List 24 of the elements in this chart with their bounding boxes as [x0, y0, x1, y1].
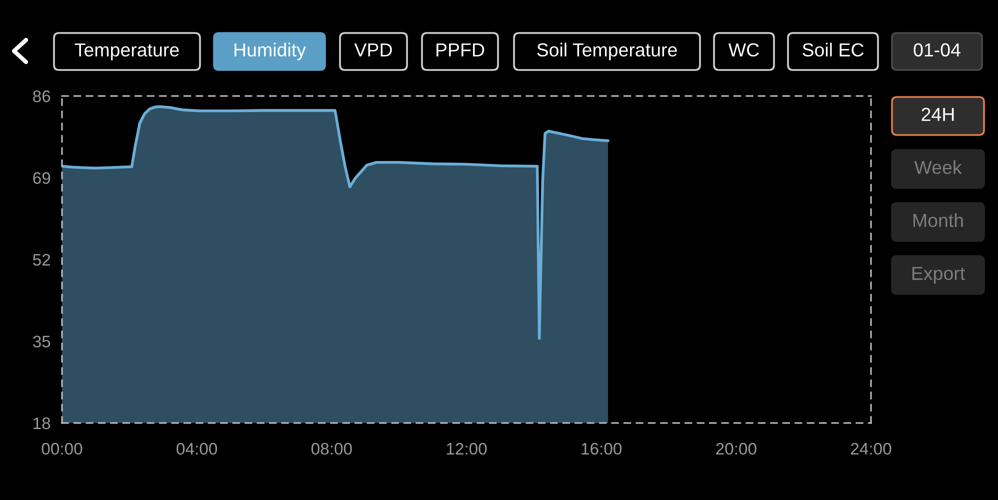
x-tick-label: 16:00	[582, 442, 622, 455]
text: Soil Temperature	[537, 42, 677, 60]
text: Soil EC	[802, 42, 864, 57]
y-tick-label: 69	[33, 172, 50, 184]
y-tick-label: 86	[33, 90, 50, 102]
x-tick-label: 00:00	[42, 442, 82, 455]
text: 01-04	[914, 43, 960, 57]
text: 24H	[922, 108, 954, 121]
text: Week	[914, 160, 962, 174]
x-tick-label: 04:00	[176, 442, 218, 455]
text: Month	[913, 213, 963, 228]
x-tick-label: 20:00	[716, 442, 756, 455]
text: Temperature	[74, 43, 179, 60]
y-tick-label: 52	[33, 254, 50, 266]
x-tick-label: 12:00	[446, 442, 487, 455]
text: PPFD	[436, 43, 484, 56]
text: Export	[912, 266, 965, 284]
y-tick-label: 35	[32, 336, 50, 348]
y-tick-label: 18	[34, 417, 50, 430]
text: Humidity	[234, 42, 306, 60]
x-tick-label: 24:00	[850, 442, 892, 455]
text: VPD	[354, 43, 392, 56]
text: WC	[728, 43, 759, 57]
x-tick-label: 08:00	[311, 442, 352, 455]
